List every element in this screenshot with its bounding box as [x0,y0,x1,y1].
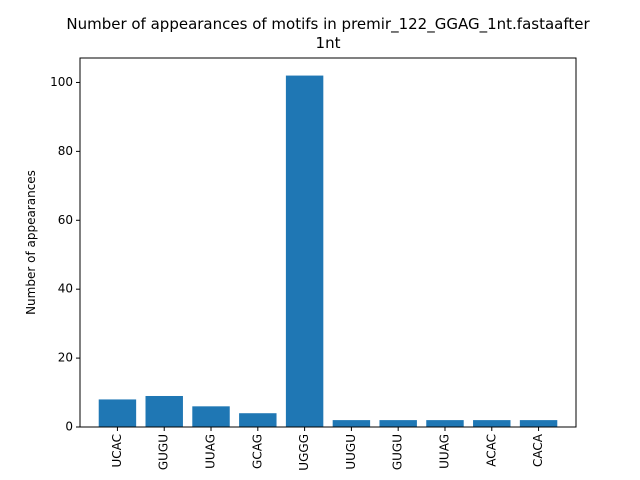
bars-group [98,75,558,428]
bar-1 [145,395,183,427]
x-tick-label: GUGU [391,434,405,470]
bar-9 [519,420,558,427]
bar-4 [285,75,324,428]
x-tick-label: UUAG [437,434,451,469]
chart-title-line-1: Number of appearances of motifs in premi… [66,15,590,34]
y-tick-label: 60 [58,213,73,227]
x-axis-ticks: UCAC GUGU UUAG GCAG UGGG UUGU GUGU UUAG ACAC CACA [110,427,545,471]
bar-7 [426,420,464,427]
bar-2 [192,406,230,427]
x-tick-label: UUAG [204,434,218,469]
bar-5 [332,420,371,427]
y-tick-label: 40 [58,282,73,296]
x-tick-label: GUGU [157,434,171,470]
x-tick-label: UCAC [110,434,124,468]
y-tick-label: 80 [58,144,73,158]
chart-title-line-2: 1nt [316,34,341,52]
y-axis-label: Number of appearances [24,170,38,315]
plot-frame [79,57,577,428]
y-axis-ticks: 0 20 40 60 80 100 [50,75,80,434]
y-tick-label: 20 [58,351,73,365]
x-tick-label: ACAC [484,434,498,467]
x-tick-label: UUGU [344,434,358,470]
x-tick-label: CACA [531,433,545,467]
bar-6 [379,420,417,427]
bar-0 [98,399,137,427]
x-tick-label: UGGG [297,434,311,471]
y-tick-label: 0 [65,420,73,434]
bar-3 [239,413,277,427]
y-tick-label: 100 [50,75,73,89]
x-tick-label: GCAG [250,434,264,469]
bar-8 [473,420,511,427]
